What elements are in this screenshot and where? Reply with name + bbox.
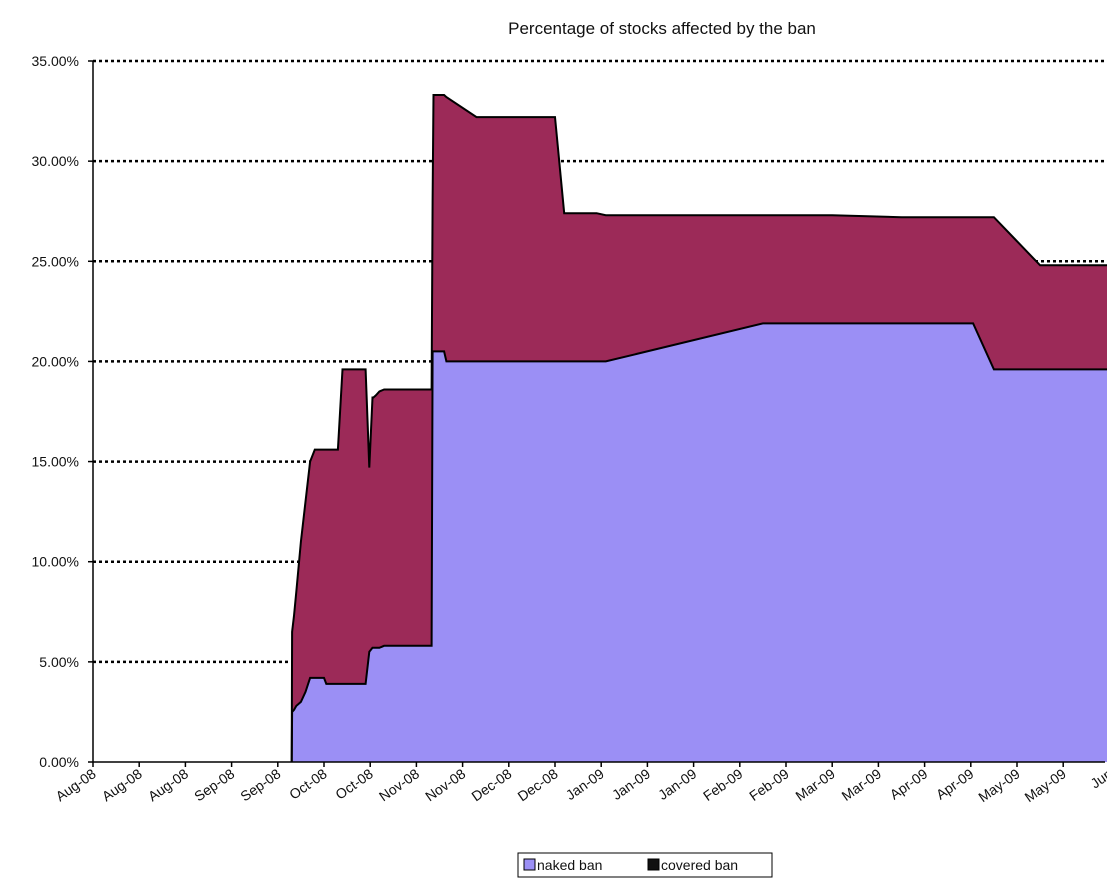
legend-label-covered-ban: covered ban xyxy=(661,857,738,873)
x-tick-label: Sep-08 xyxy=(237,765,283,804)
legend-box xyxy=(517,852,773,878)
x-tick-label: Nov-08 xyxy=(376,765,422,804)
x-tick-label: Aug-08 xyxy=(53,765,99,804)
x-tick-label: Aug-08 xyxy=(99,765,145,804)
x-tick-label: Apr-09 xyxy=(933,765,977,802)
series-area-covered-ban xyxy=(291,95,1107,762)
x-tick-label: Mar-09 xyxy=(839,765,885,804)
legend-label-naked-ban: naked ban xyxy=(537,857,602,873)
x-tick-label: Aug-08 xyxy=(145,765,191,804)
series-line-covered-ban xyxy=(290,94,1107,763)
y-tick-label: 15.00% xyxy=(32,454,79,470)
x-axis-ticks: Aug-08 Aug-08 Aug-08 Sep-08 Sep-08 Oct-08 Oct-… xyxy=(53,762,1107,805)
y-tick-label: 0.00% xyxy=(39,754,79,770)
y-tick-label: 25.00% xyxy=(32,253,79,269)
x-tick-label: Jun xyxy=(1087,765,1107,791)
legend: naked ban covered ban xyxy=(517,852,773,878)
series-line-naked-ban xyxy=(290,322,1107,763)
legend-swatch-covered-ban xyxy=(647,858,660,871)
x-tick-label: Oct-08 xyxy=(286,765,330,802)
x-tick-label: Dec-08 xyxy=(515,765,561,804)
x-tick-label: Dec-08 xyxy=(468,765,514,804)
y-tick-label: 20.00% xyxy=(32,353,79,369)
series-area-naked-ban xyxy=(291,323,1107,762)
x-tick-label: Jan-09 xyxy=(609,765,653,803)
x-tick-label: May-09 xyxy=(975,765,1023,805)
x-tick-label: Mar-09 xyxy=(792,765,838,804)
x-tick-label: May-09 xyxy=(1021,765,1069,805)
stacked-areas xyxy=(290,94,1107,763)
y-tick-label: 35.00% xyxy=(32,53,79,69)
y-tick-label: 5.00% xyxy=(39,654,79,670)
x-tick-label: Jan-09 xyxy=(563,765,607,803)
x-tick-label: Apr-09 xyxy=(887,765,931,802)
legend-swatch-naked-ban xyxy=(523,858,536,871)
y-axis-ticks: 0.00% 5.00% 10.00% 15.00% 20.00% 25.00% 30.00%… xyxy=(32,53,93,770)
x-tick-label: Feb-09 xyxy=(700,765,746,804)
chart-title: Percentage of stocks affected by the ban xyxy=(508,19,816,38)
x-tick-label: Oct-08 xyxy=(332,765,376,802)
y-tick-label: 10.00% xyxy=(32,554,79,570)
x-tick-label: Nov-08 xyxy=(422,765,468,804)
x-tick-label: Feb-09 xyxy=(746,765,792,804)
axes xyxy=(92,61,1105,763)
x-tick-label: Sep-08 xyxy=(191,765,237,804)
y-tick-label: 30.00% xyxy=(32,153,79,169)
x-tick-label: Jan-09 xyxy=(655,765,699,803)
